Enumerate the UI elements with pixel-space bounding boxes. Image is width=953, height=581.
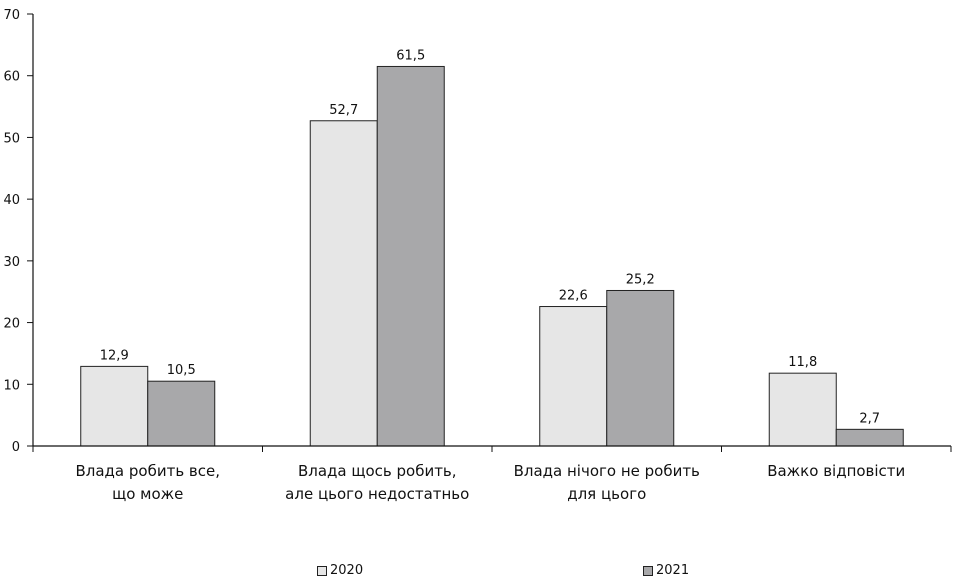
data-label-2021: 25,2 [626,272,655,287]
bar-2021 [835,428,904,447]
y-tick-label: 30 [3,255,20,270]
data-label-2021: 2,7 [859,411,880,426]
x-category-label: що може [112,485,183,503]
bar-2020 [539,306,608,447]
bar-2021 [606,289,675,447]
data-label-2020: 11,8 [788,355,817,370]
bar-2020 [309,120,378,447]
bar-2021 [376,65,445,447]
bar-2021 [147,380,216,447]
bar-2020 [80,365,149,447]
x-category-label: але цього недостатньо [285,485,469,503]
data-label-2020: 52,7 [329,103,358,118]
legend-item-2021: 2021 [643,563,689,578]
y-tick-label: 0 [12,440,20,455]
legend-label-2020: 2020 [330,563,364,578]
legend-item-2020: 2020 [317,563,363,578]
x-category-label: Важко відповісти [767,462,905,480]
data-label-2020: 22,6 [559,289,588,304]
legend-swatch-2021 [643,565,653,576]
data-label-2021: 10,5 [167,363,196,378]
bar-2020 [768,372,837,447]
y-tick-label: 10 [3,378,20,393]
x-category-label: для цього [567,485,646,503]
legend-swatch-2020 [317,565,327,576]
x-category-label: Влада робить все, [75,462,220,480]
y-tick-label: 40 [3,193,20,208]
legend-label-2021: 2021 [656,563,690,578]
x-category-label: Влада щось робить, [298,462,457,480]
data-label-2021: 61,5 [396,48,425,63]
x-category-label: Влада нічого не робить [514,462,700,480]
y-tick-label: 60 [3,70,20,85]
y-tick-label: 50 [3,131,20,146]
data-label-2020: 12,9 [100,348,129,363]
y-tick-label: 70 [3,8,20,23]
y-tick-label: 20 [3,317,20,332]
